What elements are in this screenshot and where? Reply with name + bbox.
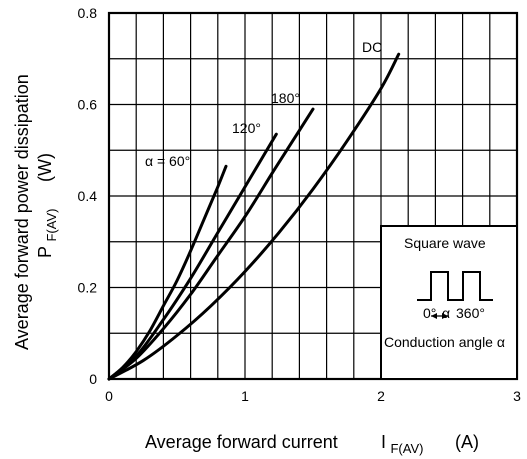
y-tick-label: 0.6 xyxy=(78,97,98,113)
y-axis-title-line2: P F(AV) (W) xyxy=(35,153,60,258)
x-tick-label: 0 xyxy=(105,388,113,404)
x-tick-label: 1 xyxy=(241,388,249,404)
series-line-2 xyxy=(107,107,315,381)
curves xyxy=(107,52,401,381)
square-wave-icon xyxy=(417,271,493,301)
alpha-arrow-right-icon xyxy=(442,313,448,319)
angle-alpha-label: α xyxy=(442,305,450,321)
series-line-3 xyxy=(107,52,401,381)
series-label-180: 180° xyxy=(271,90,300,106)
y-tick-label: 0.2 xyxy=(78,280,98,296)
y-tick-label: 0.4 xyxy=(78,188,98,204)
inset-box xyxy=(380,225,518,380)
y-tick-label: 0.8 xyxy=(78,5,98,21)
x-tick-label: 3 xyxy=(513,388,521,404)
y-tick-label: 0 xyxy=(89,371,97,387)
y-tick-labels: 0 0.2 0.4 0.6 0.8 xyxy=(78,5,98,387)
x-tick-label: 2 xyxy=(377,388,385,404)
angle-end-label: 360° xyxy=(456,305,485,321)
x-axis-title: Average forward current I F(AV) (A) xyxy=(145,432,479,457)
angle-start-label: 0° xyxy=(423,305,436,321)
series-line-1 xyxy=(107,132,278,381)
series-line-0 xyxy=(107,164,228,381)
alpha-arrow-left-icon xyxy=(431,313,437,319)
series-label-120: 120° xyxy=(232,120,261,136)
square-wave-inset: Square wave 0° α 360° Conduction angle α xyxy=(380,225,518,380)
plot-frame xyxy=(107,11,519,381)
inset-caption: Conduction angle α xyxy=(384,334,505,350)
series-label-60: α = 60° xyxy=(145,153,190,169)
series-label-dc: DC xyxy=(362,39,382,55)
inset-title: Square wave xyxy=(404,235,486,251)
x-tick-labels: 0 1 2 3 xyxy=(105,388,521,404)
y-axis-title-line1: Average forward power dissipation xyxy=(12,74,32,350)
